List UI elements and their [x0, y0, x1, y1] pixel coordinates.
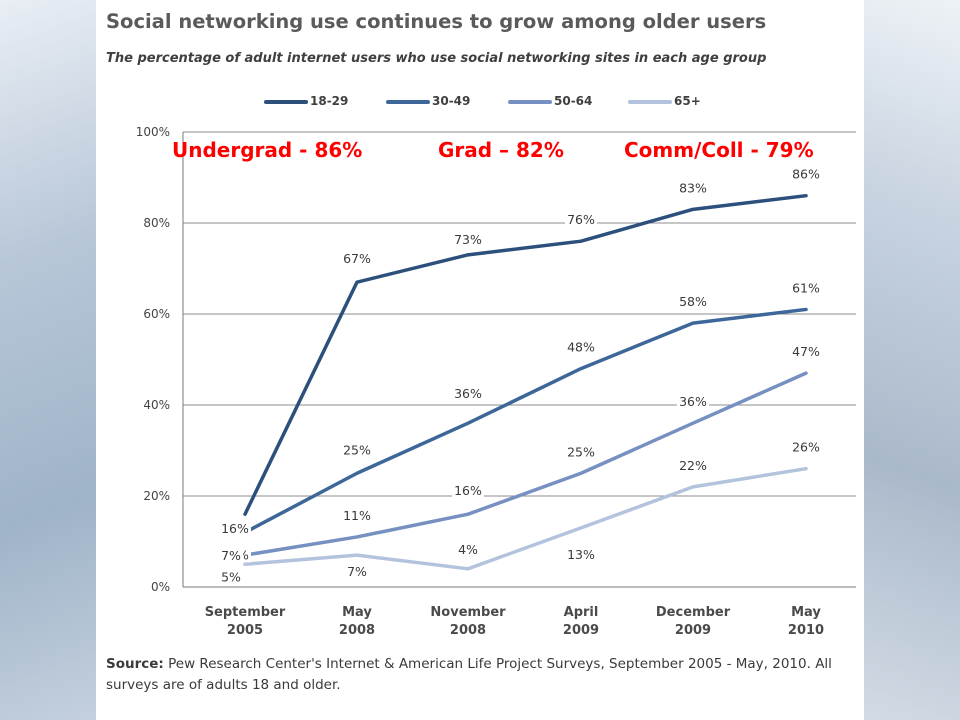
data-label-bg — [790, 438, 822, 455]
legend-swatch-30-49 — [386, 100, 430, 104]
data-label: 58% — [679, 294, 707, 309]
data-label: 61% — [792, 280, 820, 295]
legend-label-30-49: 30-49 — [432, 94, 471, 108]
background-right — [864, 0, 960, 720]
data-label: 7% — [221, 548, 241, 563]
x-tick-label: 2008 — [450, 623, 486, 638]
data-label: 76% — [567, 212, 595, 227]
y-tick-label: 40% — [143, 398, 170, 412]
data-label-bg — [677, 393, 709, 410]
data-label: 11% — [343, 508, 371, 523]
x-tick-label: 2009 — [563, 623, 599, 638]
source-note: Source: Pew Research Center's Internet &… — [106, 654, 856, 696]
data-label-bg — [790, 343, 822, 360]
series-line-50-64 — [243, 371, 808, 557]
data-label: 47% — [792, 344, 820, 359]
annotation-commcoll: Comm/Coll - 79% — [624, 138, 814, 162]
data-label-bg — [677, 293, 709, 310]
data-label-bg — [345, 563, 369, 580]
x-tick-label: 2008 — [339, 623, 375, 638]
data-label: 16% — [454, 483, 482, 498]
legend-label-65plus: 65+ — [674, 94, 701, 108]
data-label: 25% — [567, 444, 595, 459]
x-tick-label: September — [205, 605, 286, 620]
data-label: 25% — [343, 442, 371, 457]
y-tick-label: 60% — [143, 307, 170, 321]
data-label-bg — [677, 456, 709, 473]
data-label-bg — [456, 540, 480, 557]
x-tick-label: April — [564, 605, 599, 620]
source-text: Pew Research Center's Internet & America… — [106, 656, 832, 693]
data-label: 5% — [221, 569, 241, 584]
data-label: 67% — [343, 251, 371, 266]
y-tick-label: 80% — [143, 216, 170, 230]
x-tick-label: 2010 — [788, 623, 824, 638]
x-tick-label: November — [430, 605, 506, 620]
y-tick-label: 20% — [143, 489, 170, 503]
annotation-grad: Grad – 82% — [438, 138, 564, 162]
data-label-bg — [790, 165, 822, 182]
data-label-bg — [341, 506, 373, 523]
series-line-30-49 — [243, 307, 808, 535]
data-label: 22% — [679, 458, 707, 473]
data-label: 16% — [221, 521, 249, 536]
data-label: 26% — [792, 440, 820, 455]
data-label: 36% — [454, 386, 482, 401]
y-tick-label: 0% — [151, 580, 170, 594]
legend-label-18-29: 18-29 — [310, 94, 349, 108]
annotation-undergrad: Undergrad - 86% — [172, 138, 363, 162]
data-label-bg — [341, 250, 373, 267]
data-label-bg — [219, 520, 251, 537]
y-tick-label: 100% — [136, 125, 170, 139]
data-label-bg — [452, 385, 484, 402]
data-label-bg — [677, 179, 709, 196]
data-label: 48% — [567, 340, 595, 355]
data-label-bg — [790, 279, 822, 296]
x-tick-label: December — [656, 605, 731, 620]
x-tick-label: 2009 — [675, 623, 711, 638]
series-line-65plus — [243, 466, 808, 571]
x-tick-label: 2005 — [227, 623, 263, 638]
data-label: 86% — [792, 167, 820, 182]
data-label: 7% — [347, 564, 367, 579]
data-label: 13% — [567, 547, 595, 562]
data-label-bg — [452, 230, 484, 247]
data-label-bg — [219, 547, 243, 564]
data-label-bg — [341, 441, 373, 458]
background-left — [0, 0, 96, 720]
data-label-bg — [565, 545, 597, 562]
data-label-bg — [452, 482, 484, 499]
x-tick-label: May — [791, 605, 821, 620]
legend-swatch-50-64 — [508, 100, 552, 104]
data-label-bg — [219, 568, 243, 585]
x-tick-label: May — [342, 605, 372, 620]
chart-subtitle: The percentage of adult internet users w… — [106, 51, 767, 66]
chart-title: Social networking use continues to grow … — [106, 10, 767, 33]
legend-label-50-64: 50-64 — [554, 94, 593, 108]
legend-swatch-18-29 — [264, 100, 308, 104]
data-label: 73% — [454, 232, 482, 247]
data-label: 4% — [458, 542, 478, 557]
series-line-18-29 — [243, 193, 808, 516]
data-label: 83% — [679, 180, 707, 195]
data-label-bg — [565, 338, 597, 355]
source-label: Source: — [106, 656, 164, 672]
legend-swatch-65plus — [628, 100, 672, 104]
data-label-bg — [565, 443, 597, 460]
slide — [96, 0, 864, 720]
data-label-bg — [565, 211, 597, 228]
data-label: 36% — [679, 394, 707, 409]
